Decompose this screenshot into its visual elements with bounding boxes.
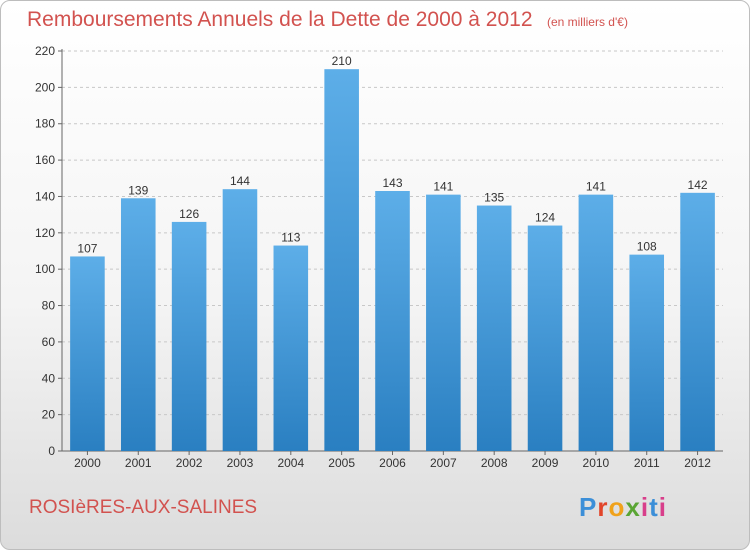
bar — [527, 225, 563, 451]
data-label: 124 — [535, 211, 555, 225]
data-label: 141 — [433, 180, 453, 194]
data-label: 144 — [230, 174, 250, 188]
chart-title-block: Remboursements Annuels de la Dette de 20… — [27, 8, 628, 32]
data-label: 126 — [179, 207, 199, 221]
bar — [273, 245, 309, 451]
bar — [171, 221, 207, 451]
commune-name: ROSIèRES-AUX-SALINES — [29, 497, 258, 518]
y-tick-label: 20 — [42, 408, 56, 422]
x-tick-label: 2012 — [684, 456, 711, 470]
x-tick-label: 2008 — [481, 456, 508, 470]
data-label: 141 — [586, 180, 606, 194]
x-tick-label: 2001 — [125, 456, 152, 470]
bar — [375, 191, 410, 451]
x-tick-label: 2000 — [74, 456, 101, 470]
y-tick-label: 200 — [35, 80, 55, 94]
y-tick-label: 80 — [42, 299, 56, 313]
y-tick-label: 220 — [35, 44, 55, 58]
data-label: 143 — [382, 176, 402, 190]
x-tick-label: 2003 — [227, 456, 254, 470]
bar — [120, 198, 156, 451]
bar — [476, 205, 512, 451]
data-label: 210 — [332, 54, 352, 68]
bar — [222, 189, 258, 451]
y-tick-label: 180 — [35, 117, 55, 131]
y-tick-label: 60 — [42, 335, 56, 349]
bar — [680, 192, 715, 451]
y-tick-label: 0 — [48, 444, 55, 458]
x-tick-label: 2004 — [277, 456, 304, 470]
x-tick-label: 2007 — [430, 456, 457, 470]
x-tick-label: 2002 — [176, 456, 203, 470]
y-tick-label: 40 — [42, 371, 56, 385]
bar — [629, 254, 665, 451]
data-label: 107 — [77, 241, 97, 255]
y-tick-label: 120 — [35, 226, 55, 240]
data-label: 139 — [128, 183, 148, 197]
data-label: 108 — [637, 240, 657, 254]
data-label: 135 — [484, 191, 504, 205]
bar — [70, 256, 105, 451]
y-tick-label: 160 — [35, 153, 55, 167]
chart-title: Remboursements Annuels de la Dette de 20… — [27, 8, 533, 31]
x-tick-label: 2005 — [328, 456, 355, 470]
bar — [578, 194, 614, 452]
y-tick-label: 100 — [35, 262, 55, 276]
bar — [324, 69, 359, 451]
x-tick-label: 2006 — [379, 456, 406, 470]
data-label: 142 — [688, 178, 708, 192]
x-tick-label: 2011 — [634, 456, 660, 470]
bar — [426, 194, 461, 452]
data-label: 113 — [281, 231, 300, 245]
x-tick-label: 2009 — [532, 456, 559, 470]
x-tick-label: 2010 — [583, 456, 610, 470]
chart-unit: (en milliers d'€) — [546, 15, 628, 29]
y-tick-label: 140 — [35, 189, 55, 203]
proxiti-logo: Proxiti — [579, 492, 667, 522]
